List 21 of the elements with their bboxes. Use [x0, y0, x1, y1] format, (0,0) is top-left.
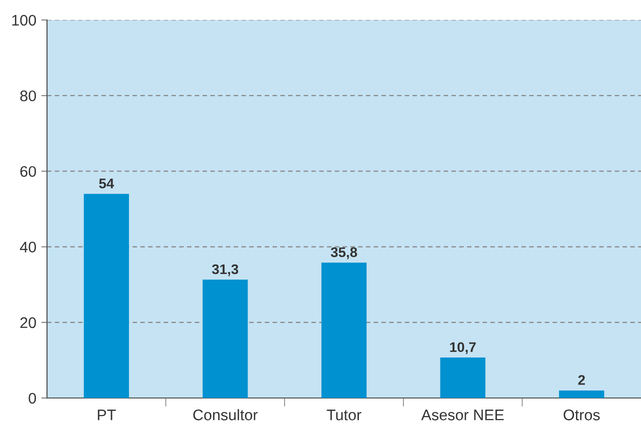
- y-tick-label: 40: [20, 242, 36, 252]
- x-tick-label: Tutor: [326, 410, 362, 420]
- bar: [202, 280, 248, 398]
- data-label: 54: [99, 178, 114, 188]
- data-label: 10,7: [450, 342, 476, 354]
- y-tick-label: 80: [20, 90, 36, 102]
- data-label: 2: [578, 375, 585, 385]
- bar: [321, 262, 367, 398]
- y-tick-label: 20: [20, 317, 36, 328]
- bar: [84, 194, 129, 398]
- x-tick-label: Consultor: [193, 409, 258, 420]
- data-label: 35,8: [330, 247, 358, 260]
- x-tick-label: Otros: [564, 410, 600, 420]
- y-tick-label: 100: [12, 14, 36, 26]
- y-tick-label: 0: [28, 392, 36, 404]
- x-tick-label: Asesor NEE: [421, 410, 504, 420]
- bar: [440, 358, 486, 398]
- data-label: 31,3: [212, 264, 238, 276]
- bar: [559, 390, 604, 398]
- y-tick-label: 60: [20, 166, 36, 177]
- x-tick-label: PT: [98, 410, 116, 420]
